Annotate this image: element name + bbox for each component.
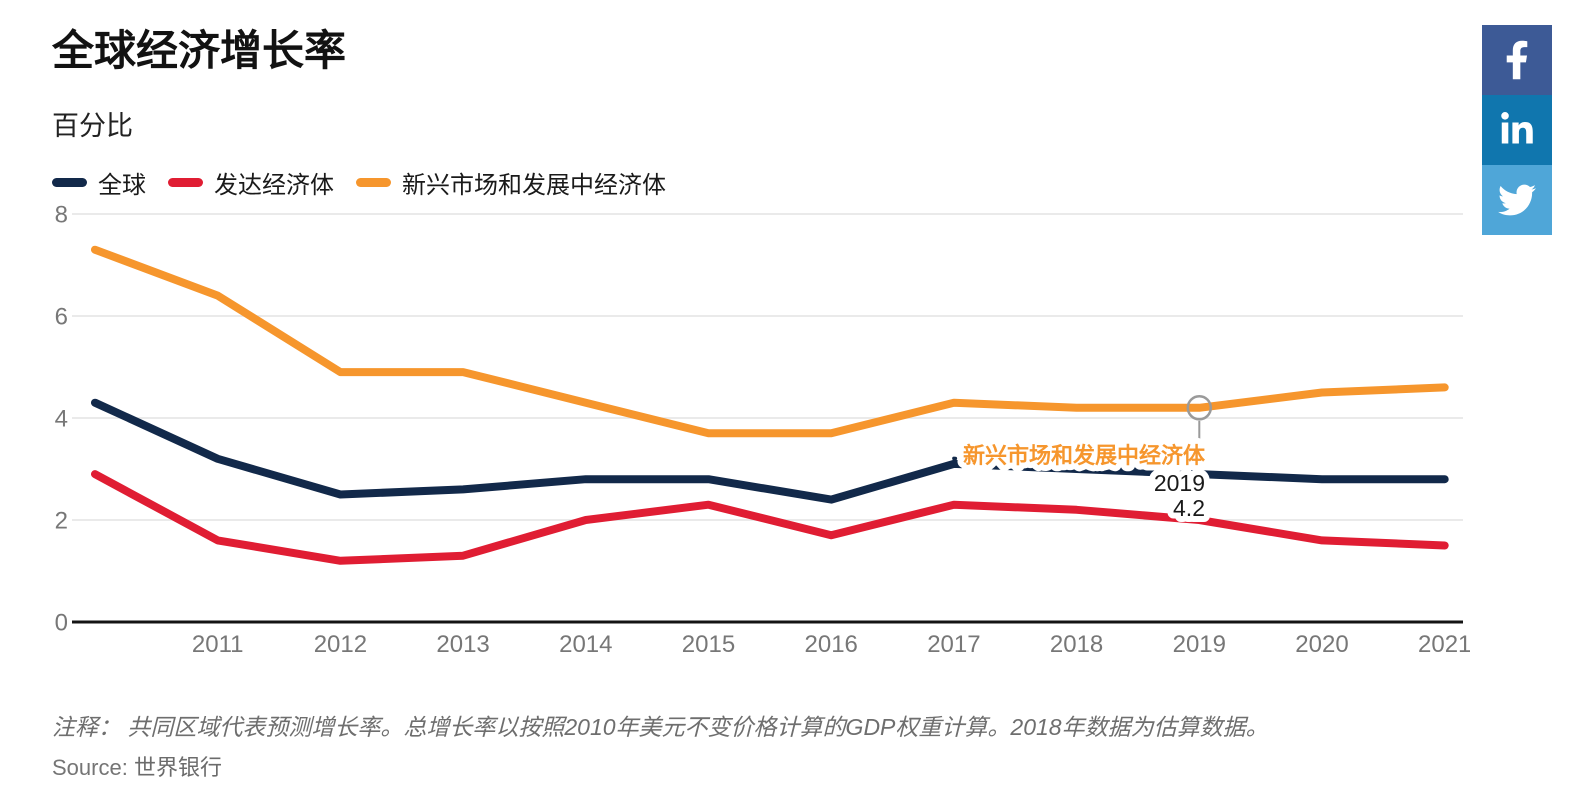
- growth-line-chart[interactable]: 0 2 4 6 8 2011 2012 2013 2014 2015 2016 2017 2018 201…: [40, 195, 1472, 665]
- facebook-icon: [1505, 40, 1529, 80]
- x-tick-label: 2016: [805, 631, 858, 658]
- x-tick-label: 2014: [559, 631, 612, 658]
- source-name: 世界银行: [133, 755, 222, 780]
- tooltip-year: 2019: [1154, 470, 1205, 496]
- y-tick-label: 0: [55, 610, 68, 637]
- line-global: [91, 398, 1449, 504]
- y-tick-label: 8: [55, 202, 68, 229]
- x-tick-label: 2012: [314, 631, 367, 658]
- forecast-dotted-overlay: [952, 456, 1202, 471]
- line-advanced-economies: [91, 470, 1449, 565]
- y-tick-label: 6: [55, 304, 68, 331]
- linkedin-share-button[interactable]: [1482, 95, 1552, 165]
- legend-label-advanced-economies: 发达经济体: [214, 172, 334, 199]
- legend-label-emerging-markets: 新兴市场和发展中经济体: [402, 172, 666, 199]
- twitter-share-button[interactable]: [1482, 165, 1552, 235]
- x-tick-label: 2017: [927, 631, 980, 658]
- facebook-share-button[interactable]: [1482, 25, 1552, 95]
- legend-swatch-emerging-markets: [356, 178, 391, 187]
- legend-swatch-global: [52, 178, 87, 187]
- legend-item-advanced-economies: 发达经济体: [168, 165, 334, 200]
- chart-footnote: 注释： 共同区域代表预测增长率。总增长率以按照2010年美元不变价格计算的GDP…: [52, 714, 1269, 740]
- legend-item-global: 全球: [52, 165, 146, 200]
- legend-label-global: 全球: [98, 172, 146, 199]
- line-emerging-markets: [91, 245, 1449, 438]
- x-tick-label: 2020: [1295, 631, 1348, 658]
- twitter-icon: [1498, 181, 1536, 219]
- hover-marker: [1186, 395, 1213, 421]
- x-tick-label: 2018: [1050, 631, 1103, 658]
- legend-swatch-advanced-economies: [168, 178, 203, 187]
- social-share-bar: [1482, 25, 1552, 235]
- chart-y-unit-label: 百分比: [52, 111, 133, 141]
- linkedin-icon: [1499, 112, 1535, 148]
- chart-legend: 全球 发达经济体 新兴市场和发展中经济体: [52, 165, 666, 200]
- y-tick-label: 2: [55, 508, 68, 535]
- chart-source: Source: 世界银行: [52, 750, 222, 782]
- y-tick-label: 4: [55, 406, 68, 433]
- tooltip-series-label: 新兴市场和发展中经济体: [963, 443, 1206, 468]
- legend-item-emerging-markets: 新兴市场和发展中经济体: [356, 165, 666, 200]
- x-tick-label: 2015: [682, 631, 735, 658]
- tooltip-value: 4.2: [1173, 495, 1205, 521]
- x-tick-label: 2011: [192, 631, 244, 658]
- x-tick-label: 2021: [1418, 631, 1470, 658]
- page-title: 全球经济增长率: [52, 27, 347, 74]
- x-tick-label: 2013: [436, 631, 489, 658]
- x-tick-label: 2019: [1173, 631, 1226, 658]
- source-label: Source:: [52, 755, 128, 780]
